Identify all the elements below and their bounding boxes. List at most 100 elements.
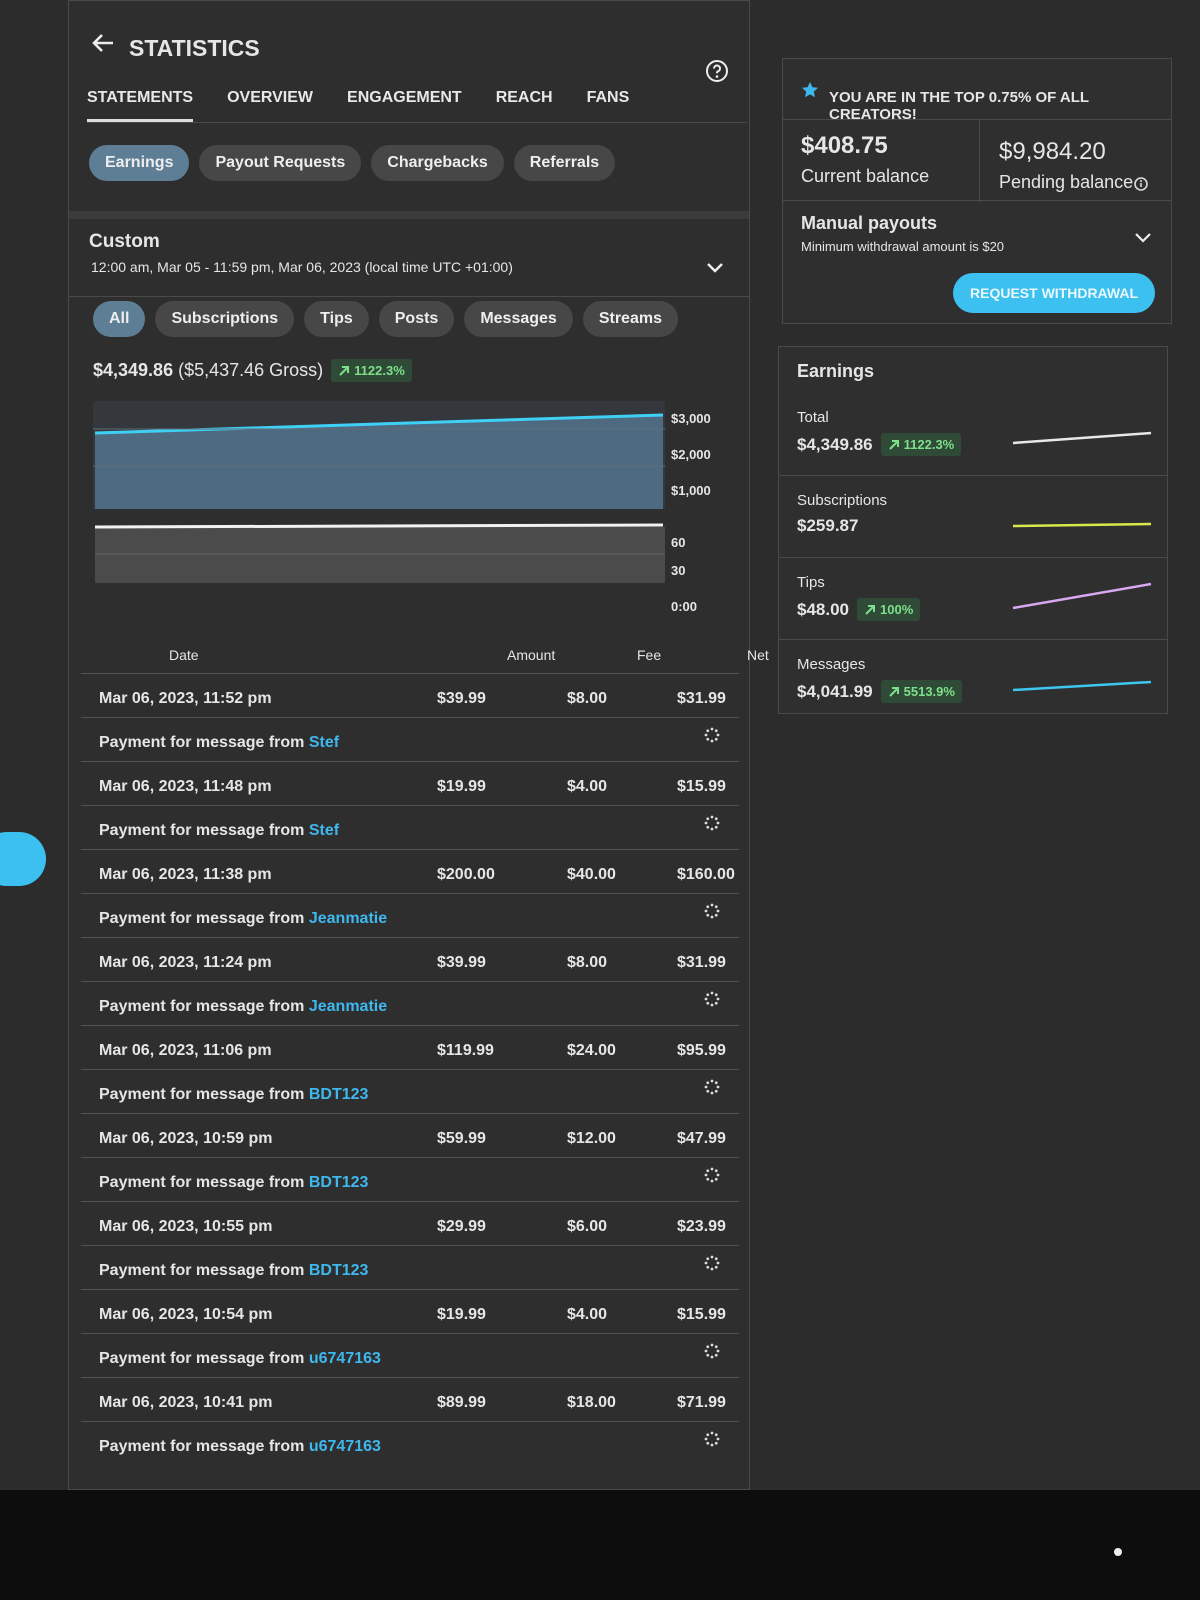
top-creator-banner: YOU ARE IN THE TOP 0.75% OF ALL CREATORS… [829,89,1089,123]
earnings-item: Subscriptions $259.87 [779,475,1167,557]
earnings-item: Tips $48.00 100% [779,557,1167,639]
user-link[interactable]: Jeanmatie [308,910,388,927]
row-net: $15.99 [677,778,726,795]
description-text: Payment for message from [99,1350,305,1367]
count-line [94,523,664,529]
change-badge: 5513.9% [880,680,962,703]
request-withdrawal-button[interactable]: REQUEST WITHDRAWAL [953,273,1155,313]
subtab-bar: Earnings Payout Requests Chargebacks Referr… [89,145,625,181]
chevron[interactable] [705,261,725,275]
transaction-row: Mar 06, 2023, 10:54 pm $19.99 $4.00 $15.99 P… [81,1289,739,1377]
row-net: $47.99 [677,1130,726,1147]
tab[interactable]: OVERVIEW [227,89,314,106]
axis-label: $3,000 [671,411,711,426]
sparkline-svg [1012,582,1152,610]
user-link[interactable]: Stef [308,822,340,839]
payouts-note: Minimum withdrawal amount is $20 [801,239,1005,254]
status-icon [704,727,720,743]
item-label: Total [797,409,829,426]
filter[interactable]: All [93,301,146,337]
filter[interactable]: Posts [378,301,455,337]
status-icon [704,991,720,1007]
status-icon [704,1431,720,1447]
earnings-item: Total $4,349.86 1122.3% [779,393,1167,475]
summary-net: $4,349.86 [93,360,174,380]
row-net: $95.99 [677,1042,726,1059]
row-amount: $19.99 [437,778,486,795]
tab[interactable]: REACH [495,89,553,106]
tab[interactable]: ENGAGEMENT [347,89,462,106]
description-text: Payment for message from [99,1086,305,1103]
transaction-row: Mar 06, 2023, 10:59 pm $59.99 $12.00 $47.99… [81,1113,739,1201]
row-description: Payment for message from Stef [99,822,339,840]
item-label: Messages [797,656,866,673]
subtab[interactable]: Earnings [89,145,190,181]
left-edge-tab[interactable] [0,832,46,886]
subtab[interactable]: Payout Requests [199,145,362,181]
period-label: Custom [89,231,160,252]
row-divider [81,1333,739,1334]
subtab[interactable]: Referrals [513,145,616,181]
status-icon [704,815,720,831]
column-header: Fee [637,647,662,663]
row-date: Mar 06, 2023, 10:55 pm [99,1218,273,1235]
item-value: $4,041.99 [797,681,873,701]
user-link[interactable]: Stef [308,734,340,751]
status-icon [704,1167,720,1183]
sparkline [1011,417,1155,456]
row-fee: $6.00 [567,1218,608,1235]
filter[interactable]: Tips [304,301,369,337]
current-balance-value: $408.75 [801,132,888,159]
transaction-row: Mar 06, 2023, 11:06 pm $119.99 $24.00 $95.9… [81,1025,739,1113]
earnings-item: Messages $4,041.99 5513.9% [779,639,1167,721]
row-fee: $8.00 [567,954,608,971]
row-amount: $200.00 [437,866,495,883]
user-link[interactable]: u6747163 [308,1438,381,1455]
period-range: 12:00 am, Mar 05 - 11:59 pm, Mar 06, 202… [91,259,513,275]
tab[interactable]: STATEMENTS [87,89,194,122]
row-fee: $18.00 [567,1394,616,1411]
user-link[interactable]: u6747163 [308,1350,381,1367]
row-amount: $29.99 [437,1218,486,1235]
row-date: Mar 06, 2023, 11:24 pm [99,954,272,971]
status-icon [704,1255,720,1271]
filter[interactable]: Messages [464,301,573,337]
row-amount: $59.99 [437,1130,486,1147]
filter[interactable]: Streams [582,301,678,337]
status [703,990,721,1013]
user-link[interactable]: BDT123 [308,1262,369,1279]
user-link[interactable]: Jeanmatie [308,998,388,1015]
user-link[interactable]: BDT123 [308,1086,369,1103]
row-date: Mar 06, 2023, 11:06 pm [99,1042,272,1059]
change-value: 1122.3% [903,437,955,452]
filter-bar: All Subscriptions Tips Posts Messages Streams [93,301,688,337]
transaction-row: Mar 06, 2023, 10:55 pm $29.99 $6.00 $23.99 P… [81,1201,739,1289]
star-icon [802,82,818,98]
row-net: $160.00 [677,866,735,883]
page-title: STATISTICS [129,35,260,61]
row-amount: $89.99 [437,1394,486,1411]
row-net: $71.99 [677,1394,726,1411]
subtab[interactable]: Chargebacks [371,145,504,181]
statements-panel: STATISTICS STATEMENTS OVERVIEW ENGAGEMENT R… [68,0,769,1490]
item-label: Subscriptions [797,492,888,509]
earnings-area [95,415,663,509]
earnings-line [94,413,664,435]
count-area [95,527,665,583]
tab[interactable]: FANS [586,89,630,106]
row-divider [81,1421,739,1422]
info-icon[interactable] [1133,176,1149,192]
row-fee: $4.00 [567,1306,608,1323]
status-icon [704,1079,720,1095]
user-link[interactable]: BDT123 [308,1174,369,1191]
up-arrow [339,365,350,376]
row-net: $31.99 [677,690,726,707]
sparkline-svg [1012,680,1152,692]
chevron[interactable] [1133,231,1153,245]
change-badge: 1122.3% [880,433,962,456]
row-date: Mar 06, 2023, 10:54 pm [99,1306,273,1323]
help-icon[interactable] [705,59,729,83]
row-description: Payment for message from Stef [99,734,339,752]
back-arrow[interactable] [91,33,115,53]
filter[interactable]: Subscriptions [155,301,295,337]
